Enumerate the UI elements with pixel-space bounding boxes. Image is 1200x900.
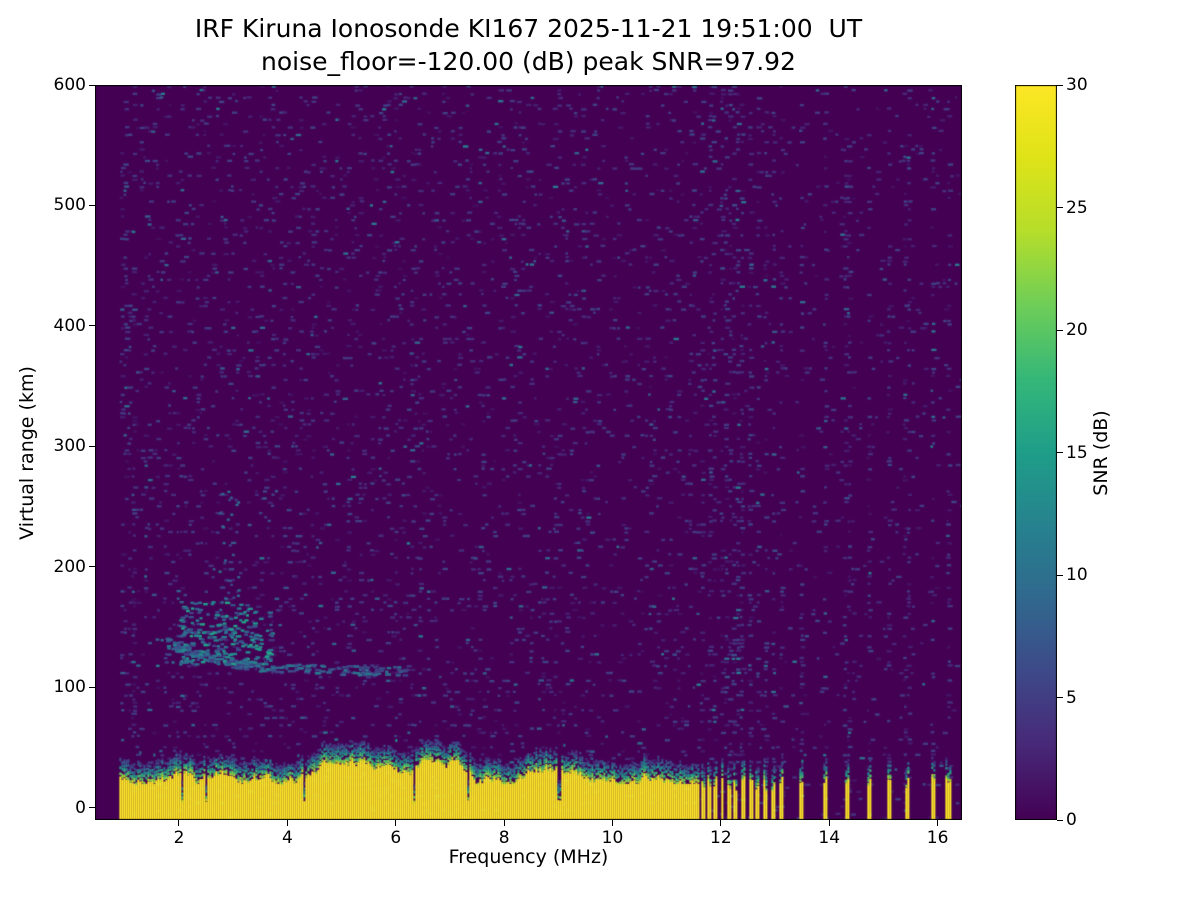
y-tick-label: 500 xyxy=(53,195,86,216)
y-tick-mark xyxy=(89,566,95,568)
ionogram-heatmap-canvas xyxy=(95,85,962,820)
y-tick-label: 200 xyxy=(53,556,86,577)
x-tick-label: 14 xyxy=(818,828,841,848)
y-tick-label: 100 xyxy=(53,677,86,698)
colorbar-tick-mark xyxy=(1057,697,1063,698)
colorbar-tick-label: 15 xyxy=(1066,442,1088,463)
y-tick-label: 400 xyxy=(53,315,86,336)
chart-subtitle: noise_floor=-120.00 (dB) peak SNR=97.92 xyxy=(261,47,796,76)
y-tick-mark xyxy=(89,686,95,688)
x-tick-label: 8 xyxy=(498,828,510,848)
x-tick-mark xyxy=(178,820,180,826)
x-tick-label: 12 xyxy=(710,828,732,848)
colorbar-tick-label: 5 xyxy=(1066,687,1077,708)
x-tick-mark xyxy=(286,820,288,826)
colorbar-tick-mark xyxy=(1057,207,1063,208)
y-tick-mark xyxy=(89,325,95,327)
x-tick-label: 6 xyxy=(390,828,402,848)
y-tick-label: 0 xyxy=(75,797,86,818)
chart-title: IRF Kiruna Ionosonde KI167 2025-11-21 19… xyxy=(194,14,863,43)
colorbar-tick-mark xyxy=(1057,819,1063,821)
colorbar-tick-mark xyxy=(1057,329,1063,331)
y-tick-label: 300 xyxy=(53,436,86,457)
y-tick-mark xyxy=(89,84,95,86)
x-tick-label: 16 xyxy=(926,828,949,848)
x-tick-mark xyxy=(828,820,830,826)
colorbar-tick-label: 20 xyxy=(1066,320,1088,340)
colorbar-tick-label: 30 xyxy=(1066,75,1088,95)
x-tick-mark xyxy=(503,820,505,826)
y-tick-mark xyxy=(89,807,95,809)
x-tick-label: 10 xyxy=(601,828,624,848)
colorbar-tick-label: 25 xyxy=(1066,197,1088,218)
y-axis-label: Virtual range (km) xyxy=(16,366,38,540)
colorbar-tick-label: 10 xyxy=(1066,565,1088,585)
y-tick-label: 600 xyxy=(53,75,86,95)
colorbar-tick-label: 0 xyxy=(1066,810,1077,830)
x-tick-mark xyxy=(720,820,722,826)
x-tick-mark xyxy=(611,820,613,826)
colorbar-tick-mark xyxy=(1057,574,1063,576)
colorbar-tick-mark xyxy=(1057,452,1063,453)
x-tick-mark xyxy=(937,820,939,826)
x-axis-label: Frequency (MHz) xyxy=(448,846,609,868)
colorbar-canvas xyxy=(1015,85,1057,820)
y-tick-mark xyxy=(89,445,95,447)
y-tick-mark xyxy=(89,204,95,206)
colorbar-tick-mark xyxy=(1057,84,1063,86)
x-tick-label: 2 xyxy=(173,828,185,848)
x-tick-mark xyxy=(395,820,397,826)
x-tick-label: 4 xyxy=(281,828,293,848)
